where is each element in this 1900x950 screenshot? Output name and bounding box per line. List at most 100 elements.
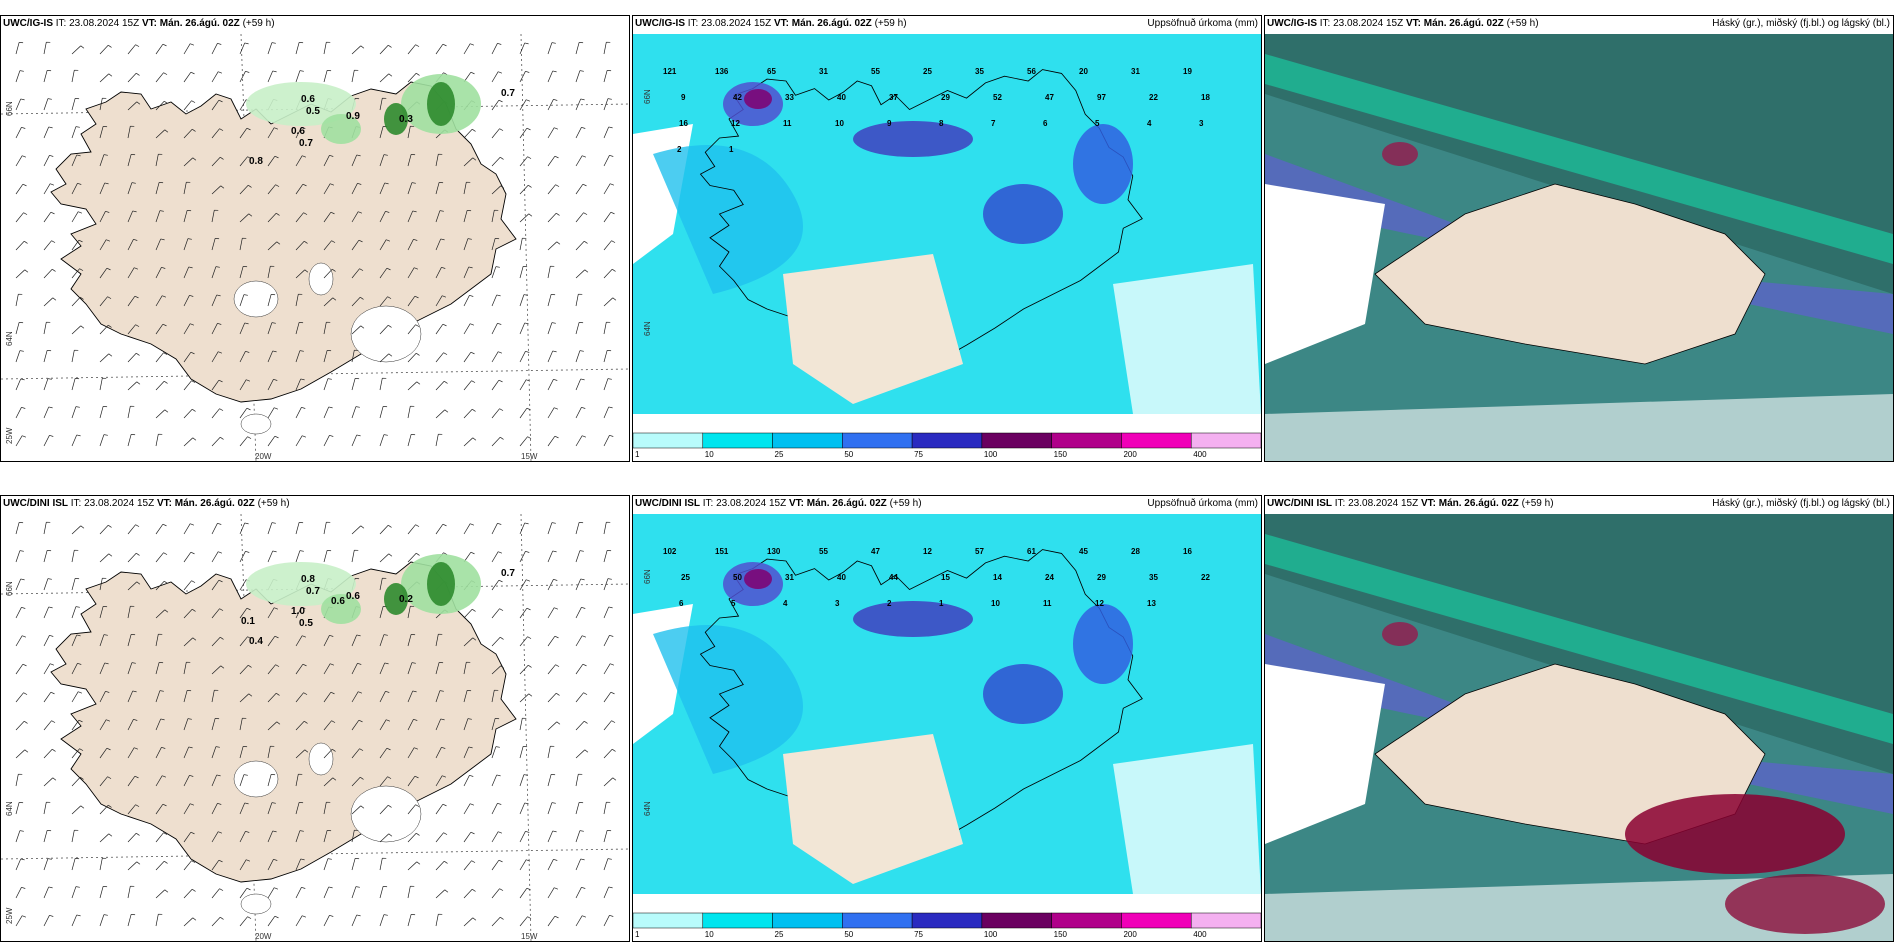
wind-barb: [547, 522, 553, 535]
wind-barb-flag: [48, 606, 53, 609]
wind-barb: [239, 127, 248, 139]
wind-barb: [183, 580, 192, 591]
wind-barb-flag: [554, 155, 559, 159]
wind-barb: [267, 550, 274, 563]
wind-barb-flag: [443, 352, 448, 355]
colorbar-tick: 150: [1053, 450, 1068, 459]
wind-barb-flag: [387, 804, 392, 808]
wind-barbs: [15, 41, 617, 447]
precip-value: 3: [1199, 119, 1204, 128]
wind-barb: [211, 266, 217, 279]
wind-barb-flag: [556, 721, 561, 725]
wind-barb-flag: [301, 126, 306, 129]
wind-barb: [155, 718, 162, 731]
precip-value: 12: [923, 547, 932, 556]
wind-barb: [239, 693, 250, 703]
moderate-precip-area: [653, 625, 803, 774]
wind-barb-flag: [219, 608, 224, 611]
wind-barb-flag: [331, 748, 336, 752]
wind-barb-flag: [552, 70, 557, 73]
wind-barb: [491, 43, 498, 55]
wind-barb-flag: [441, 746, 446, 749]
wind-barb: [351, 719, 360, 731]
wind-barb-flag: [49, 914, 54, 917]
wind-barb: [379, 886, 384, 899]
wind-barb: [43, 126, 50, 139]
wind-barb-flag: [303, 240, 308, 244]
wind-barb-flag: [299, 70, 304, 72]
wind-barb-flag: [607, 578, 612, 580]
wind-barb: [211, 690, 215, 703]
wind-barb-flag: [554, 915, 559, 919]
wind-barb: [323, 915, 330, 927]
wind-barb-flag: [23, 212, 28, 215]
wind-barb-flag: [303, 720, 308, 724]
precip-value: 16: [1183, 547, 1192, 556]
wind-barb-flag: [103, 914, 108, 916]
wind-barb: [239, 294, 245, 307]
wind-barb: [491, 351, 499, 363]
wind-barb: [407, 606, 411, 619]
wind-barb: [211, 551, 219, 563]
wind-barb-flag: [51, 240, 56, 243]
wind-barb: [463, 888, 473, 899]
wind-barb-flag: [22, 915, 27, 918]
wind-barb-flag: [554, 607, 559, 610]
wind-barb-flag: [162, 43, 167, 47]
wind-barb-flag: [107, 324, 112, 328]
wind-barb-flag: [583, 692, 588, 695]
wind-barb-flag: [164, 129, 169, 133]
wind-barb: [99, 886, 104, 899]
wind-barb: [43, 406, 50, 419]
colorbar: 1 10 25 50 75 100 150 200 400: [633, 431, 1261, 461]
wind-barb-flag: [552, 550, 557, 553]
wind-barb-flag: [19, 830, 24, 832]
wind-barb: [15, 802, 20, 815]
wind-barb-flag: [500, 665, 505, 669]
wind-barb: [575, 42, 580, 55]
wind-barb-flag: [471, 860, 476, 863]
wind-barb-flag: [216, 294, 221, 297]
wind-barb: [99, 353, 110, 363]
wind-barb-flag: [47, 378, 52, 380]
wind-barb: [267, 746, 271, 759]
wind-barb-flag: [244, 42, 249, 45]
colorbar-swatch: [1190, 912, 1261, 929]
wind-barb: [155, 434, 159, 447]
wind-barb: [575, 294, 579, 307]
wind-barb-flag: [582, 183, 587, 187]
wind-barb-flag: [160, 718, 165, 721]
colorbar: 1 10 25 50 75 100 150 200 400: [633, 911, 1261, 941]
wind-barb-flag: [272, 70, 277, 73]
wind-barb-flag: [415, 324, 420, 327]
wind-barb: [323, 886, 330, 899]
wind-barb: [547, 155, 556, 167]
wind-barb: [239, 916, 248, 927]
wind-barb: [99, 858, 103, 871]
wind-barb: [295, 350, 301, 363]
wind-barb: [547, 212, 557, 223]
wind-barb: [211, 238, 216, 251]
wind-barb: [379, 267, 388, 279]
wind-barb: [295, 749, 306, 759]
wind-barb-flag: [442, 43, 447, 47]
wind-barb-flag: [386, 239, 391, 242]
wind-barb-flag: [386, 267, 391, 271]
wind-barb: [547, 322, 553, 335]
wind-barb-flag: [609, 634, 614, 637]
wind-barb-flag: [468, 746, 473, 749]
wind-barb: [211, 888, 220, 899]
wind-barb-flag: [272, 350, 277, 353]
wind-barb-flag: [412, 210, 417, 213]
precip-value: 3: [835, 599, 840, 608]
wind-barb-flag: [388, 353, 393, 357]
wind-barb-flag: [471, 128, 476, 132]
wind-barb-flag: [19, 550, 24, 552]
precip-value: 1: [729, 145, 734, 154]
wind-barb: [15, 127, 22, 139]
wind-barb: [43, 748, 53, 759]
colorbar-tick: 25: [774, 450, 784, 459]
wind-barb-flag: [299, 830, 304, 832]
colorbar-swatch: [911, 912, 983, 929]
wind-barb: [43, 268, 53, 279]
